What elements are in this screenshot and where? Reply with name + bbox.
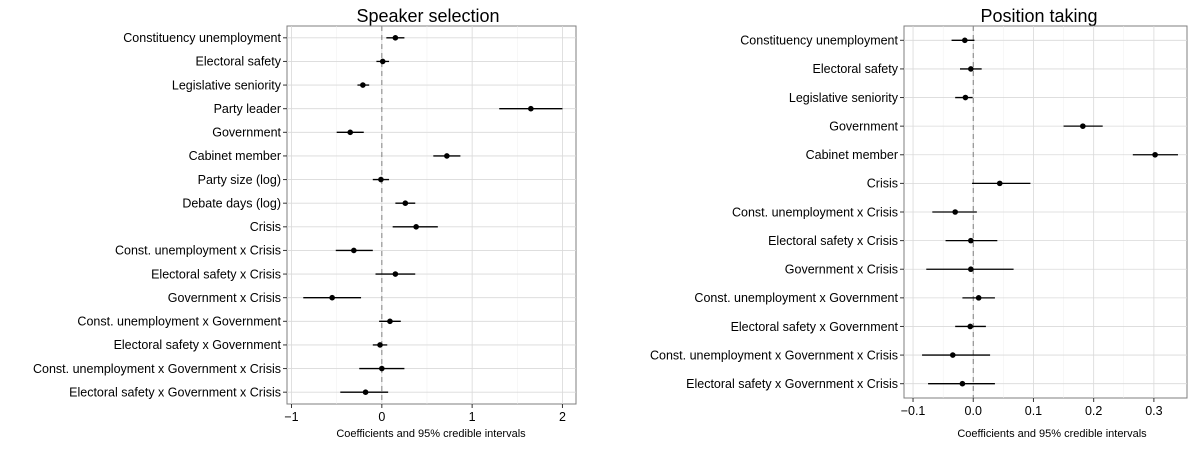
category-label: Electoral safety x Crisis	[151, 267, 281, 281]
panel-title-speaker-selection: Speaker selection	[356, 6, 499, 26]
coefficient-point	[387, 318, 393, 325]
coefficient-point	[378, 176, 384, 183]
category-label: Const. unemployment x Crisis	[115, 244, 281, 258]
coefficient-marks-speaker-selection	[303, 35, 563, 395]
category-label: Const. unemployment x Government x Crisi…	[33, 362, 281, 376]
category-label: Electoral safety x Crisis	[768, 234, 898, 248]
x-tick-label: 2	[559, 410, 566, 424]
category-label: Cabinet member	[806, 148, 898, 162]
category-label: Electoral safety	[813, 62, 899, 76]
panel-position-taking: Position taking Constituency unemploymen…	[650, 6, 1188, 440]
category-label: Legislative seniority	[172, 78, 282, 92]
category-label: Electoral safety x Government	[731, 320, 899, 334]
category-label: Electoral safety x Government x Crisis	[686, 377, 898, 391]
x-ticks-position-taking: −0.1 0.0 0.1 0.2 0.3	[901, 398, 1163, 418]
x-axis-title-speaker-selection: Coefficients and 95% credible intervals	[336, 428, 526, 440]
category-label: Const. unemployment x Crisis	[732, 205, 898, 219]
category-label: Constituency unemployment	[123, 31, 281, 45]
category-label: Party leader	[214, 102, 281, 116]
category-label: Debate days (log)	[182, 196, 281, 210]
panel-title-position-taking: Position taking	[980, 6, 1097, 26]
category-label: Const. unemployment x Government	[694, 291, 898, 305]
coefficient-point	[962, 37, 968, 44]
x-tick-label: 1	[469, 410, 476, 424]
coefficient-point	[968, 237, 974, 244]
category-label: Party size (log)	[198, 173, 281, 187]
category-label: Government	[829, 119, 898, 133]
coefficient-point	[1152, 151, 1158, 158]
coefficient-point	[351, 247, 357, 254]
x-tick-label: 0.3	[1145, 404, 1162, 418]
coefficient-point	[377, 342, 383, 348]
category-label: Crisis	[867, 177, 898, 191]
category-label: Const. unemployment x Government	[77, 315, 281, 329]
x-tick-label: 0.1	[1025, 404, 1042, 418]
x-tick-label: −1	[284, 410, 298, 424]
x-tick-label: 0	[378, 410, 385, 424]
plot-area-speaker-selection	[286, 25, 577, 405]
coefficient-point	[360, 82, 366, 88]
coefficient-point	[968, 266, 974, 273]
coefficient-point	[959, 380, 966, 387]
coefficient-point	[347, 129, 354, 136]
x-tick-label: 0.0	[965, 404, 982, 418]
coefficient-point	[1080, 123, 1086, 129]
grid-speaker-selection	[287, 26, 576, 404]
coefficient-marks-position-taking	[922, 37, 1178, 387]
category-label: Const. unemployment x Government x Crisi…	[650, 348, 898, 362]
x-ticks-speaker-selection: −1 0 1 2	[284, 404, 566, 424]
category-label: Constituency unemployment	[740, 34, 898, 48]
category-label: Government	[212, 126, 281, 140]
category-label: Legislative seniority	[789, 91, 899, 105]
coefficient-point	[402, 200, 409, 206]
coefficient-point	[392, 35, 399, 41]
category-label: Electoral safety x Government x Crisis	[69, 385, 281, 399]
coefficient-point	[996, 180, 1003, 187]
coefficient-point	[362, 389, 369, 395]
x-axis-title-position-taking: Coefficients and 95% credible intervals	[957, 428, 1147, 440]
coefficient-point	[392, 271, 399, 277]
category-label: Crisis	[250, 220, 281, 234]
coefficient-point	[379, 58, 386, 65]
category-label: Government x Crisis	[168, 291, 281, 305]
grid-position-taking	[904, 26, 1187, 398]
category-label: Cabinet member	[189, 149, 281, 163]
category-labels-speaker-selection: Constituency unemployment Electoral safet…	[33, 31, 287, 399]
coefficient-point	[949, 352, 956, 358]
category-label: Electoral safety x Government	[114, 338, 282, 352]
coefficient-point	[962, 94, 969, 101]
x-tick-label: −0.1	[901, 404, 926, 418]
coefficient-point	[528, 105, 534, 112]
coefficient-point	[413, 224, 419, 230]
panel-speaker-selection: Speaker selection Constituency unemploym…	[33, 6, 577, 440]
coefficient-point	[329, 294, 335, 301]
coefficient-point	[379, 365, 385, 372]
coefficient-point	[968, 66, 974, 72]
category-labels-position-taking: Constituency unemployment Electoral safet…	[650, 34, 904, 391]
category-label: Electoral safety	[196, 55, 282, 69]
coefficient-point	[444, 153, 450, 159]
coefficient-point	[967, 323, 974, 330]
coefficient-point	[952, 209, 958, 215]
category-label: Government x Crisis	[785, 263, 898, 277]
x-tick-label: 0.2	[1085, 404, 1102, 418]
coefficient-point	[975, 295, 982, 301]
